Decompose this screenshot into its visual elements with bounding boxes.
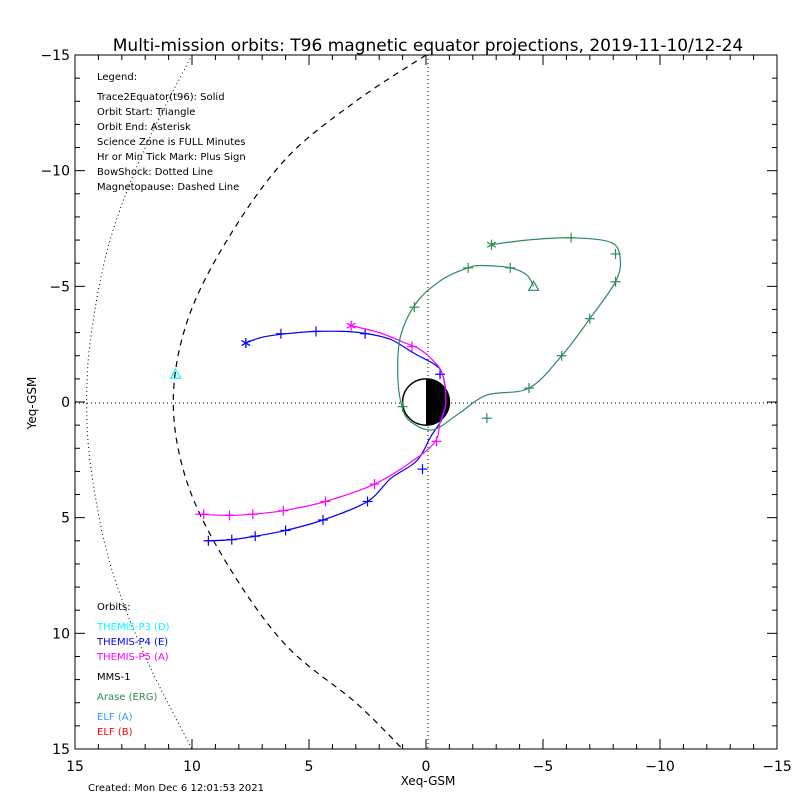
x-tick-label: 5 xyxy=(305,759,314,775)
x-tick-label: 15 xyxy=(66,759,84,775)
start-marker-themis-p3-d xyxy=(169,368,182,379)
orbit-label-elf-b: ELF (B) xyxy=(97,727,133,738)
orbit-arase-erg xyxy=(397,232,622,431)
orbits-header: Orbits: xyxy=(97,602,131,613)
legend-item-trace: Trace2Equator(t96): Solid xyxy=(96,92,225,103)
end-marker-arase-erg xyxy=(486,241,497,248)
end-marker-themis-p4-e xyxy=(241,339,251,347)
x-axis-label: Xeq-GSM xyxy=(401,774,456,788)
x-tick-label: −15 xyxy=(762,759,792,775)
legend-item-end: Orbit End: Asterisk xyxy=(97,122,191,133)
chart-title: Multi-mission orbits: T96 magnetic equat… xyxy=(113,36,744,56)
y-axis-ticks: −15 −10 −5 0 5 10 15 xyxy=(40,48,777,758)
x-tick-label: 0 xyxy=(422,759,431,775)
orbit-trace-themis-p4-e xyxy=(205,330,447,542)
legend-item-start: Orbit Start: Triangle xyxy=(97,107,195,118)
x-tick-label: −5 xyxy=(533,759,554,775)
orbits-legend: Orbits: THEMIS-P3 (D) THEMIS-P4 (E) THEM… xyxy=(96,602,170,738)
end-marker-themis-p5-a xyxy=(346,322,356,329)
legend-item-tick: Hr or Min Tick Mark: Plus Sign xyxy=(97,152,246,163)
x-tick-label: −10 xyxy=(645,759,675,775)
y-tick-label: −10 xyxy=(40,164,70,180)
orbit-series xyxy=(169,232,622,546)
orbit-label-arase: Arase (ERG) xyxy=(97,692,158,703)
orbit-label-themis-p3: THEMIS-P3 (D) xyxy=(96,622,170,633)
y-axis-label: Yeq-GSM xyxy=(25,377,39,431)
legend-item-magnetopause: Magnetopause: Dashed Line xyxy=(97,182,239,193)
start-marker-arase-erg xyxy=(527,280,540,291)
orbit-label-mms-1: MMS-1 xyxy=(97,672,131,683)
y-tick-label: 5 xyxy=(61,511,70,527)
x-axis-ticks: 15 10 5 0 −5 −10 −15 xyxy=(66,55,792,775)
orbit-themis-p5-a xyxy=(195,320,447,521)
magnetopause-line xyxy=(172,55,427,749)
orbit-label-themis-p5: THEMIS-P5 (A) xyxy=(96,652,169,663)
orbit-label-elf-a: ELF (A) xyxy=(97,712,133,723)
orbit-label-themis-p4: THEMIS-P4 (E) xyxy=(96,637,168,648)
legend-item-bowshock: BowShock: Dotted Line xyxy=(97,167,213,178)
legend-title: Legend: xyxy=(97,72,137,83)
legend-item-science: Science Zone is FULL Minutes xyxy=(97,137,246,148)
orbit-themis-p4-e xyxy=(203,326,447,546)
y-tick-label: −15 xyxy=(40,48,70,64)
y-tick-label: −5 xyxy=(49,279,70,295)
created-timestamp: Created: Mon Dec 6 12:01:53 2021 xyxy=(88,783,264,794)
x-tick-label: 10 xyxy=(183,759,201,775)
y-tick-label: 10 xyxy=(52,626,70,642)
y-tick-label: 0 xyxy=(61,395,70,411)
legend-box: Legend: Trace2Equator(t96): Solid Orbit … xyxy=(96,72,246,193)
y-tick-label: 15 xyxy=(52,742,70,758)
earth-symbol xyxy=(401,378,451,426)
orbit-trace-arase-erg xyxy=(397,237,622,431)
orbit-themis-p3-d xyxy=(169,368,182,379)
